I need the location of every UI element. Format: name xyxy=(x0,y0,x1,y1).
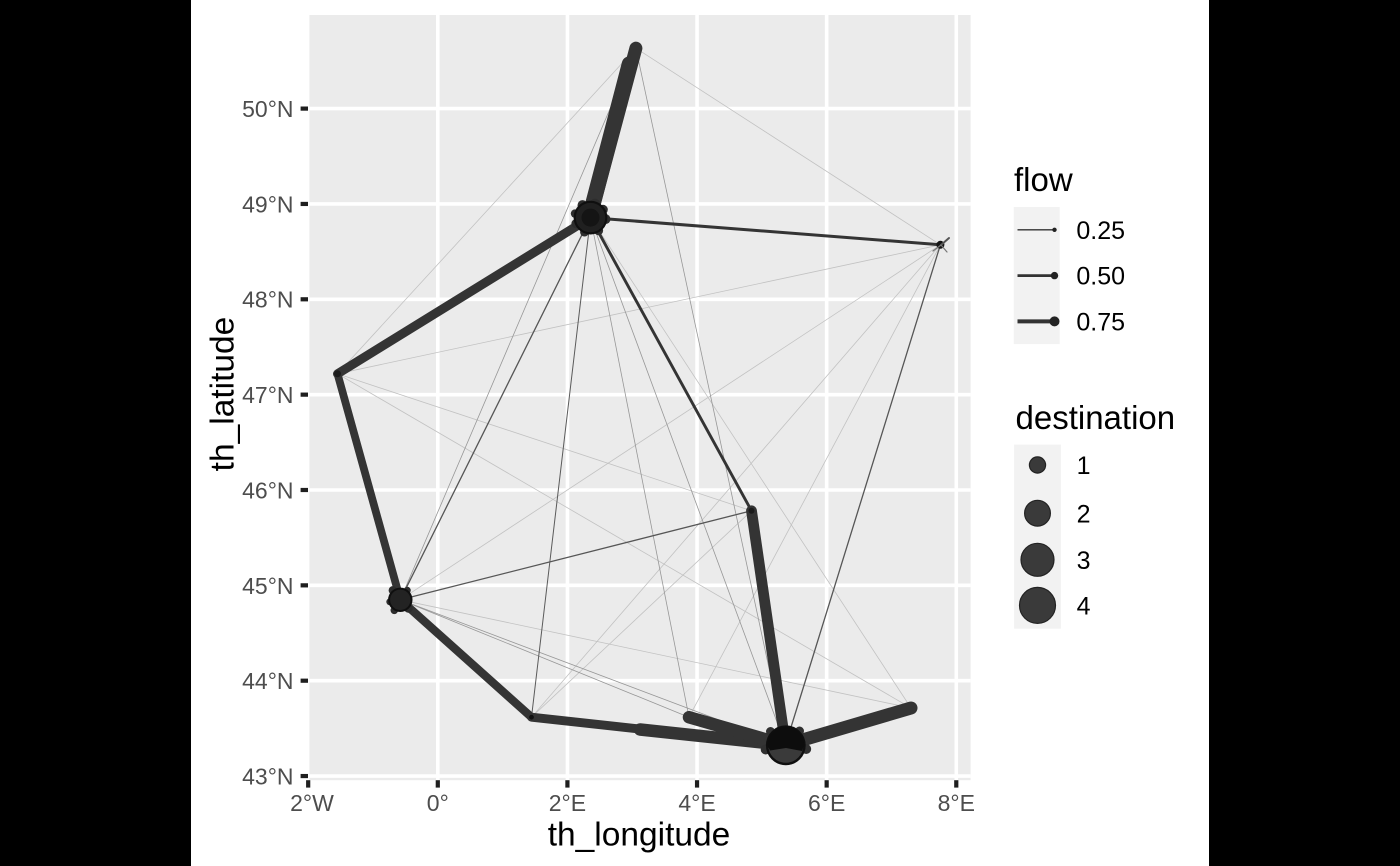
svg-text:1: 1 xyxy=(1077,452,1091,480)
svg-text:46°N: 46°N xyxy=(242,477,293,503)
svg-text:48°N: 48°N xyxy=(242,287,293,313)
svg-text:0.25: 0.25 xyxy=(1076,217,1125,245)
svg-text:0°: 0° xyxy=(427,790,449,816)
svg-text:th_longitude: th_longitude xyxy=(548,817,731,854)
svg-text:8°E: 8°E xyxy=(938,790,975,816)
svg-text:44°N: 44°N xyxy=(242,668,293,694)
svg-text:47°N: 47°N xyxy=(242,382,293,408)
svg-text:2°W: 2°W xyxy=(290,790,334,816)
svg-text:destination: destination xyxy=(1016,399,1176,436)
svg-text:0.75: 0.75 xyxy=(1076,309,1125,337)
svg-text:49°N: 49°N xyxy=(242,191,293,217)
svg-text:6°E: 6°E xyxy=(808,790,845,816)
svg-text:0.50: 0.50 xyxy=(1076,263,1125,291)
svg-text:4°E: 4°E xyxy=(678,790,715,816)
svg-text:45°N: 45°N xyxy=(242,573,293,599)
svg-text:4: 4 xyxy=(1077,593,1091,621)
svg-text:2: 2 xyxy=(1077,500,1091,528)
svg-text:3: 3 xyxy=(1077,547,1091,575)
svg-text:flow: flow xyxy=(1014,161,1073,198)
svg-text:50°N: 50°N xyxy=(242,96,293,122)
svg-text:2°E: 2°E xyxy=(549,790,586,816)
svg-text:th_latitude: th_latitude xyxy=(205,317,242,472)
svg-text:43°N: 43°N xyxy=(242,763,293,789)
